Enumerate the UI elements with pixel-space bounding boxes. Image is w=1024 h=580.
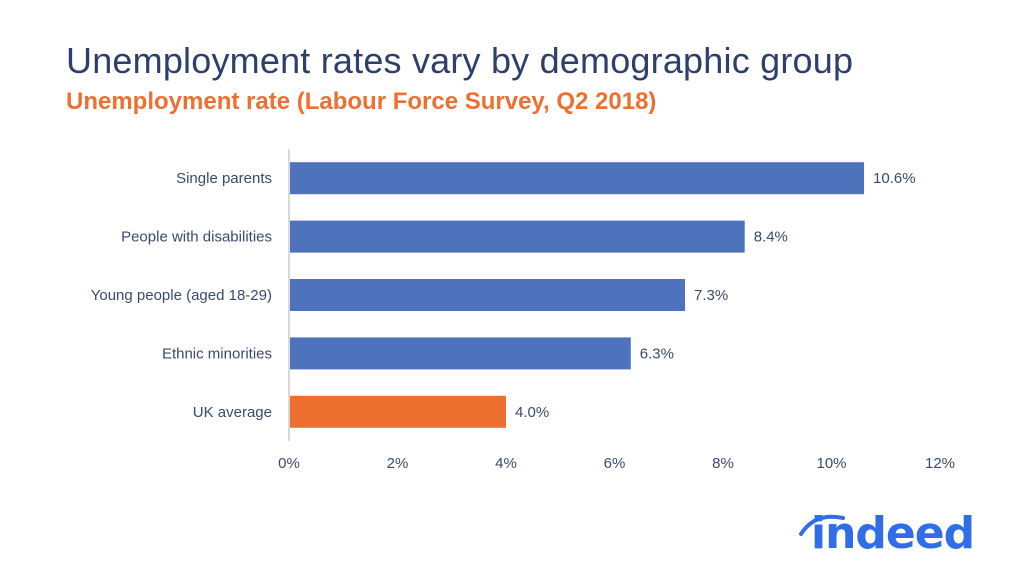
logo-arc-icon bbox=[799, 514, 845, 536]
category-label: UK average bbox=[193, 404, 272, 421]
value-label: 7.3% bbox=[694, 287, 728, 304]
x-tick-label: 4% bbox=[495, 455, 517, 472]
x-tick-label: 0% bbox=[278, 455, 300, 472]
bar-1 bbox=[290, 220, 745, 253]
x-tick-label: 8% bbox=[712, 455, 734, 472]
bar-2 bbox=[290, 279, 686, 311]
bar-3 bbox=[290, 337, 631, 370]
chart-subtitle: Unemployment rate (Labour Force Survey, … bbox=[66, 88, 657, 115]
value-label: 10.6% bbox=[873, 170, 916, 187]
category-label: People with disabilities bbox=[121, 229, 272, 246]
category-label: Single parents bbox=[176, 170, 272, 187]
value-label: 4.0% bbox=[515, 404, 549, 421]
value-label: 8.4% bbox=[754, 229, 788, 246]
value-label: 6.3% bbox=[640, 345, 674, 362]
x-tick-label: 2% bbox=[387, 455, 409, 472]
indeed-logo: indeed bbox=[795, 508, 975, 559]
x-tick-label: 12% bbox=[925, 455, 955, 472]
category-label: Ethnic minorities bbox=[162, 345, 272, 362]
category-label: Young people (aged 18-29) bbox=[91, 287, 272, 304]
bar-0 bbox=[290, 162, 865, 195]
x-tick-label: 6% bbox=[604, 455, 626, 472]
x-tick-label: 10% bbox=[816, 455, 846, 472]
bar-4 bbox=[290, 395, 506, 428]
logo-text: indeed bbox=[811, 508, 975, 559]
chart-title: Unemployment rates vary by demographic g… bbox=[66, 40, 854, 81]
